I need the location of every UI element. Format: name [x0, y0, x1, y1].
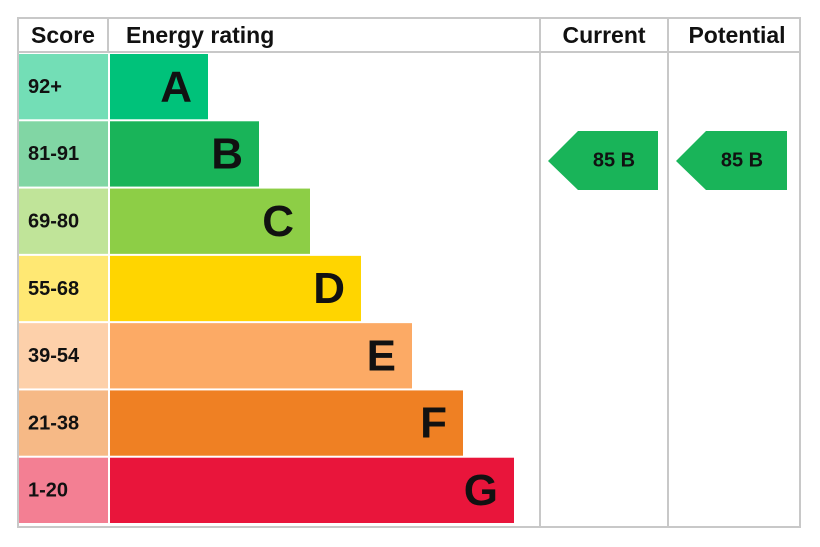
- rating-bar: [110, 121, 259, 187]
- score-cell: [19, 457, 108, 523]
- score-label: 21-38: [28, 412, 79, 434]
- rating-letter: A: [160, 62, 192, 111]
- rating-bar: [110, 323, 412, 389]
- score-label: 81-91: [28, 143, 79, 165]
- rating-letter: F: [420, 399, 447, 448]
- rating-letter: D: [313, 264, 345, 313]
- score-cell: [19, 121, 108, 187]
- rating-bar: [110, 255, 361, 322]
- score-label: 1-20: [28, 480, 68, 502]
- score-cell: [19, 54, 108, 120]
- rating-letter: C: [262, 197, 294, 246]
- score-label: 69-80: [28, 210, 79, 232]
- score-label: 92+: [28, 76, 62, 98]
- score-cell: [19, 255, 108, 322]
- potential-arrow: [676, 131, 787, 190]
- header-current: Current: [562, 22, 645, 48]
- current-label: 85 B: [593, 149, 635, 171]
- rating-bar: [110, 390, 463, 456]
- current-arrow: [548, 131, 658, 190]
- rating-letter: E: [367, 331, 396, 380]
- potential-label: 85 B: [721, 149, 763, 171]
- rating-bar: [110, 188, 310, 254]
- score-cell: [19, 188, 108, 254]
- rating-bar: [110, 457, 514, 523]
- rating-bar: [110, 54, 208, 120]
- header-score: Score: [31, 22, 95, 48]
- score-cell: [19, 390, 108, 456]
- rating-letter: B: [211, 130, 243, 179]
- header-potential: Potential: [688, 22, 785, 48]
- score-label: 55-68: [28, 278, 79, 300]
- header-rating: Energy rating: [126, 22, 274, 48]
- score-label: 39-54: [28, 345, 80, 367]
- rating-letter: G: [464, 466, 498, 515]
- score-cell: [19, 323, 108, 389]
